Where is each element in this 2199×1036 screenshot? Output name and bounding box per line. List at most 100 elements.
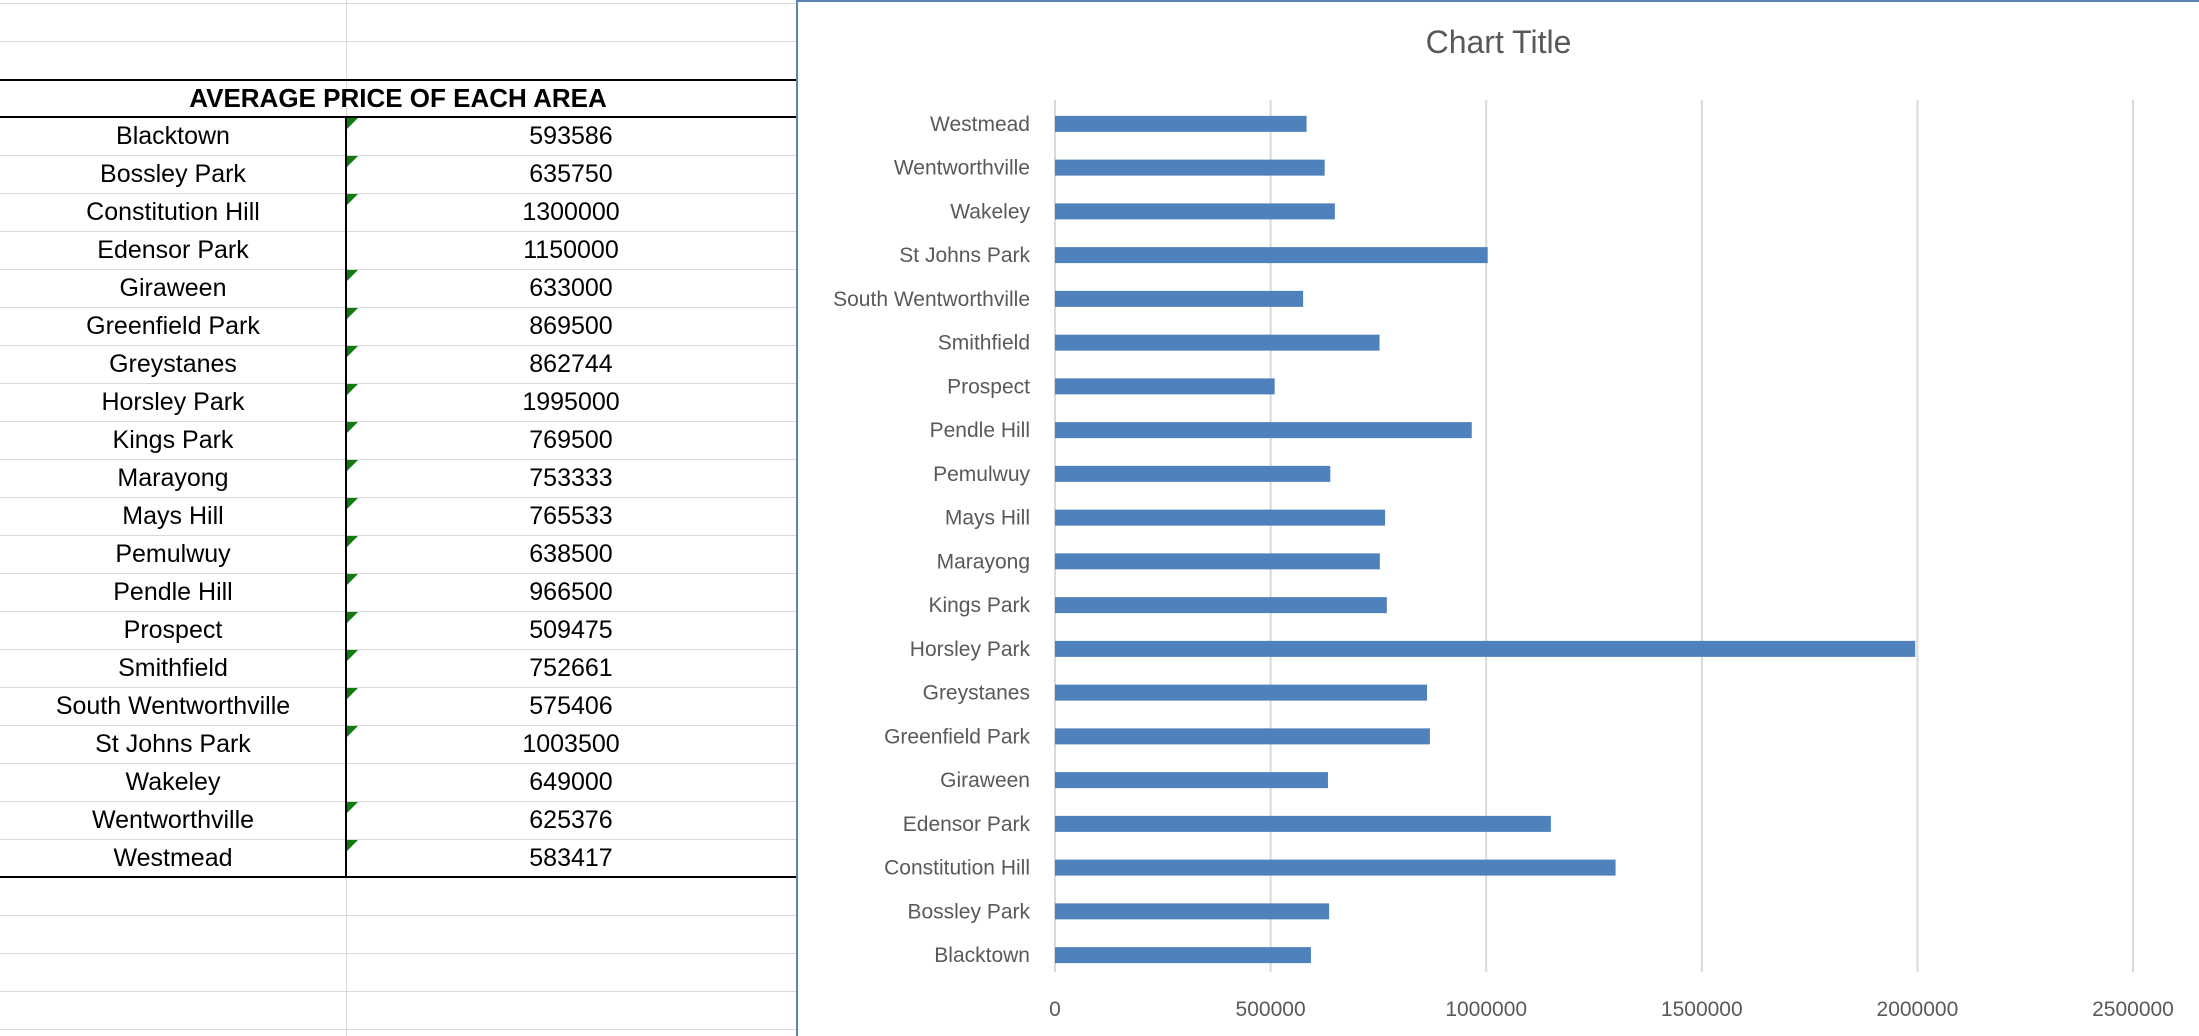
- bar[interactable]: [1055, 597, 1387, 614]
- area-cell[interactable]: Westmead: [113, 843, 233, 872]
- bar[interactable]: [1055, 903, 1330, 920]
- price-cell[interactable]: 765533: [529, 501, 613, 530]
- category-label: Greenfield Park: [884, 725, 1030, 748]
- number-as-text-warning-icon[interactable]: [347, 422, 358, 433]
- price-cell[interactable]: 752661: [529, 653, 613, 682]
- category-label: Constitution Hill: [884, 857, 1030, 880]
- number-as-text-warning-icon[interactable]: [347, 840, 358, 851]
- price-cell[interactable]: 753333: [529, 463, 613, 492]
- area-cell[interactable]: St Johns Park: [95, 729, 251, 758]
- area-cell[interactable]: Smithfield: [118, 653, 228, 682]
- price-cell[interactable]: 635750: [529, 159, 613, 188]
- row-gridline: [0, 345, 796, 346]
- bar[interactable]: [1055, 465, 1331, 482]
- price-cell[interactable]: 1995000: [522, 387, 620, 416]
- number-as-text-warning-icon[interactable]: [347, 460, 358, 471]
- chart-title[interactable]: Chart Title: [1425, 24, 1572, 60]
- table-header[interactable]: AVERAGE PRICE OF EACH AREA: [189, 82, 607, 113]
- price-cell[interactable]: 649000: [529, 767, 613, 796]
- header-top-border: [0, 79, 796, 81]
- row-gridline: [0, 497, 796, 498]
- price-cell[interactable]: 1150000: [523, 235, 619, 264]
- price-cell[interactable]: 862744: [529, 349, 613, 378]
- area-cell[interactable]: Wentworthville: [91, 805, 255, 834]
- area-cell[interactable]: Prospect: [123, 615, 223, 644]
- number-as-text-warning-icon[interactable]: [347, 346, 358, 357]
- price-cell[interactable]: 769500: [529, 425, 613, 454]
- bar[interactable]: [1055, 947, 1311, 964]
- area-cell[interactable]: Constitution Hill: [86, 197, 260, 226]
- number-as-text-warning-icon[interactable]: [347, 612, 358, 623]
- bar-chart[interactable]: Chart Title 0 500000 1000000 1500000 2000000…: [796, 0, 2199, 1036]
- area-cell[interactable]: Pendle Hill: [113, 577, 233, 606]
- category-label: Wakeley: [950, 200, 1030, 223]
- bar[interactable]: [1055, 290, 1304, 307]
- spreadsheet-grid[interactable]: AVERAGE PRICE OF EACH AREA Blacktown 5935…: [0, 0, 796, 1036]
- number-as-text-warning-icon[interactable]: [347, 688, 358, 699]
- area-cell[interactable]: Blacktown: [116, 121, 230, 150]
- row-gridline: [0, 269, 796, 270]
- price-cell[interactable]: 583417: [529, 843, 613, 872]
- number-as-text-warning-icon[interactable]: [347, 156, 358, 167]
- price-cell[interactable]: 593586: [529, 121, 613, 150]
- price-cell[interactable]: 1300000: [522, 197, 620, 226]
- number-as-text-warning-icon[interactable]: [347, 118, 358, 129]
- area-cell[interactable]: Greystanes: [109, 349, 237, 378]
- bar[interactable]: [1055, 509, 1386, 526]
- price-cell[interactable]: 575406: [529, 691, 613, 720]
- area-cell[interactable]: Horsley Park: [101, 387, 245, 416]
- area-cell[interactable]: Greenfield Park: [86, 311, 260, 340]
- area-cell[interactable]: Pemulwuy: [115, 539, 231, 568]
- price-cell[interactable]: 509475: [529, 615, 613, 644]
- bar[interactable]: [1055, 684, 1428, 701]
- number-as-text-warning-icon[interactable]: [347, 650, 358, 661]
- area-cell[interactable]: Marayong: [117, 463, 229, 492]
- area-cell[interactable]: Bossley Park: [100, 159, 246, 188]
- price-cell[interactable]: 869500: [529, 311, 613, 340]
- category-label: Horsley Park: [910, 638, 1031, 661]
- number-as-text-warning-icon[interactable]: [347, 536, 358, 547]
- bar[interactable]: [1055, 247, 1488, 264]
- bar[interactable]: [1055, 203, 1335, 220]
- bar[interactable]: [1055, 334, 1380, 351]
- area-cell[interactable]: South Wentworthville: [55, 691, 291, 720]
- price-cell[interactable]: 633000: [529, 273, 613, 302]
- x-tick-label: 1500000: [1661, 998, 1743, 1021]
- row-gridline: [0, 421, 796, 422]
- row-gridline: [0, 611, 796, 612]
- price-cell[interactable]: 638500: [529, 539, 613, 568]
- bar[interactable]: [1055, 115, 1307, 132]
- row-gridline: [0, 1029, 796, 1030]
- number-as-text-warning-icon[interactable]: [347, 384, 358, 395]
- price-cell[interactable]: 966500: [529, 577, 613, 606]
- bar[interactable]: [1055, 422, 1472, 439]
- category-label: Blacktown: [934, 944, 1030, 967]
- bar[interactable]: [1055, 772, 1328, 789]
- plot-area: 0 500000 1000000 1500000 2000000 2500000 Black…: [833, 100, 2174, 1021]
- area-cell[interactable]: Edensor Park: [97, 235, 249, 264]
- area-cell[interactable]: Wakeley: [125, 767, 221, 796]
- area-cell[interactable]: Giraween: [119, 273, 227, 302]
- number-as-text-warning-icon[interactable]: [347, 802, 358, 813]
- area-cell[interactable]: Kings Park: [112, 425, 234, 454]
- bar[interactable]: [1055, 640, 1916, 657]
- row-gridline: [0, 383, 796, 384]
- bar[interactable]: [1055, 815, 1551, 832]
- bar[interactable]: [1055, 553, 1380, 570]
- number-as-text-warning-icon[interactable]: [347, 194, 358, 205]
- number-as-text-warning-icon[interactable]: [347, 498, 358, 509]
- price-cell[interactable]: 1003500: [522, 729, 620, 758]
- price-cell[interactable]: 625376: [529, 805, 613, 834]
- bar[interactable]: [1055, 159, 1325, 176]
- bar[interactable]: [1055, 859, 1616, 876]
- number-as-text-warning-icon[interactable]: [347, 308, 358, 319]
- number-as-text-warning-icon[interactable]: [347, 726, 358, 737]
- bar[interactable]: [1055, 728, 1430, 745]
- number-as-text-warning-icon[interactable]: [347, 574, 358, 585]
- bar[interactable]: [1055, 378, 1275, 395]
- row-gridline: [0, 915, 796, 916]
- category-label: Pemulwuy: [933, 463, 1030, 486]
- area-cell[interactable]: Mays Hill: [122, 501, 224, 530]
- number-as-text-warning-icon[interactable]: [347, 270, 358, 281]
- row-gridline: [0, 155, 796, 156]
